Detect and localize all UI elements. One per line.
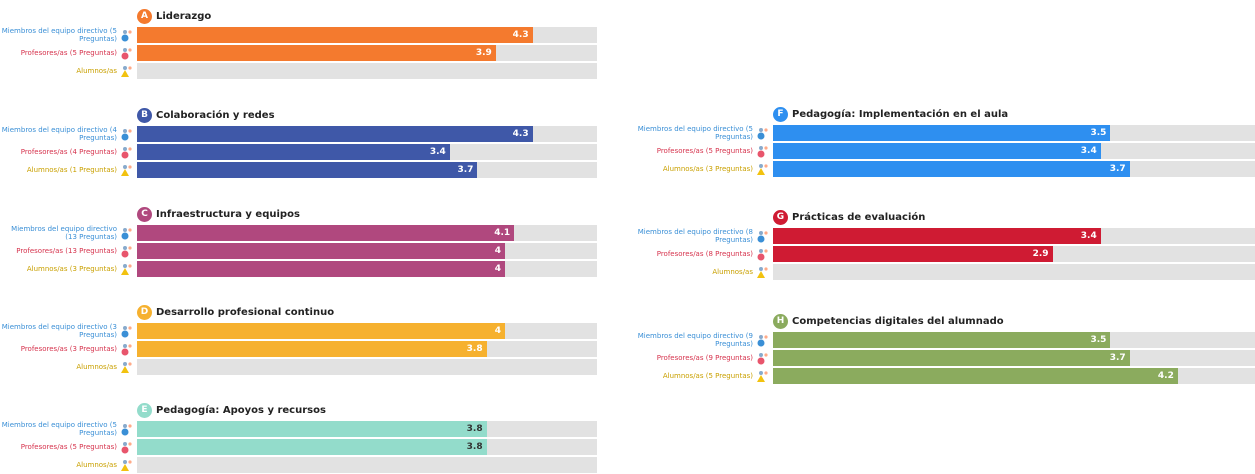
category-label: Alumnos/as: [76, 363, 117, 371]
category-label: Profesores/as (9 Preguntas): [656, 354, 753, 362]
category-label: Profesores/as (5 Preguntas): [656, 147, 753, 155]
person-icon: [757, 335, 768, 347]
person-icon: [121, 424, 132, 436]
person-icon: [757, 249, 768, 261]
panel-title: Pedagogía: Implementación en el aula: [792, 109, 1009, 120]
panel-letter: F: [773, 107, 788, 122]
panel-title: Colaboración y redes: [156, 110, 275, 121]
person-icon: [121, 326, 132, 338]
person-icon: [121, 30, 132, 42]
category-label: Miembros del equipo directivo (13 Pregun…: [11, 225, 117, 241]
person-icon: [121, 147, 132, 159]
bar: 3.8: [137, 421, 487, 437]
category-label: Alumnos/as (3 Preguntas): [662, 165, 753, 173]
category-label: Profesores/as (3 Preguntas): [20, 345, 117, 353]
person-icon: [121, 344, 132, 356]
panel-letter: H: [773, 314, 788, 329]
person-icon: [757, 267, 768, 278]
bar: 3.4: [773, 143, 1101, 159]
panel-title: Desarrollo profesional continuo: [156, 307, 335, 318]
bar: 4: [137, 261, 505, 277]
person-icon: [121, 228, 132, 240]
person-icon: [757, 231, 768, 243]
category-label: Miembros del equipo directivo (5 Pregunt…: [1, 421, 117, 437]
bar: 4.3: [137, 27, 533, 43]
panel-title: Prácticas de evaluación: [792, 212, 926, 223]
person-icon: [757, 353, 768, 365]
bar-track: [137, 457, 597, 473]
bar: 3.7: [773, 161, 1130, 177]
panel-letter: D: [137, 305, 152, 320]
person-icon: [121, 442, 132, 454]
person-icon: [121, 48, 132, 60]
category-label: Miembros del equipo directivo (8 Pregunt…: [637, 228, 753, 244]
panel-title: Liderazgo: [156, 11, 212, 22]
bar: 2.9: [773, 246, 1053, 262]
panel-letter: B: [137, 108, 152, 123]
person-icon: [121, 264, 132, 275]
bar: 4: [137, 323, 505, 339]
bar: 3.4: [137, 144, 450, 160]
bar: 4.2: [773, 368, 1178, 384]
bar: 4: [137, 243, 505, 259]
category-label: Miembros del equipo directivo (9 Pregunt…: [637, 332, 753, 348]
bar-track: [137, 63, 597, 79]
bar: 3.4: [773, 228, 1101, 244]
category-label: Miembros del equipo directivo (4 Pregunt…: [1, 126, 117, 142]
category-label: Alumnos/as (1 Preguntas): [26, 166, 117, 174]
person-icon: [121, 66, 132, 77]
panel-letter: G: [773, 210, 788, 225]
person-icon: [121, 129, 132, 141]
category-label: Profesores/as (13 Preguntas): [16, 247, 117, 255]
category-label: Profesores/as (5 Preguntas): [20, 443, 117, 451]
bar: 4.3: [137, 126, 533, 142]
bar: 3.7: [773, 350, 1130, 366]
bar: 3.8: [137, 341, 487, 357]
category-label: Alumnos/as (5 Preguntas): [662, 372, 753, 380]
category-label: Miembros del equipo directivo (5 Pregunt…: [637, 125, 753, 141]
panel-letter: C: [137, 207, 152, 222]
panel-title: Pedagogía: Apoyos y recursos: [156, 405, 326, 416]
panel-title: Infraestructura y equipos: [156, 209, 300, 220]
person-icon: [757, 128, 768, 140]
bar: 3.8: [137, 439, 487, 455]
bar: 4.1: [137, 225, 515, 241]
category-label: Miembros del equipo directivo (5 Pregunt…: [1, 27, 117, 43]
bar: 3.5: [773, 332, 1111, 348]
category-label: Profesores/as (4 Preguntas): [20, 148, 117, 156]
bar-track: [773, 264, 1255, 280]
bar: 3.7: [137, 162, 478, 178]
person-icon: [121, 246, 132, 258]
category-label: Alumnos/as (3 Preguntas): [26, 265, 117, 273]
person-icon: [757, 371, 768, 382]
panel-letter: A: [137, 9, 152, 24]
category-label: Alumnos/as: [76, 67, 117, 75]
person-icon: [121, 165, 132, 176]
bar: 3.5: [773, 125, 1111, 141]
category-label: Profesores/as (8 Preguntas): [656, 250, 753, 258]
panel-letter: E: [137, 403, 152, 418]
category-label: Profesores/as (5 Preguntas): [20, 49, 117, 57]
bar: 3.9: [137, 45, 496, 61]
panel-title: Competencias digitales del alumnado: [792, 316, 1004, 327]
person-icon: [121, 362, 132, 373]
category-label: Alumnos/as: [712, 268, 753, 276]
person-icon: [757, 146, 768, 158]
category-label: Miembros del equipo directivo (3 Pregunt…: [1, 323, 117, 339]
bar-track: [137, 359, 597, 375]
person-icon: [121, 460, 132, 471]
category-label: Alumnos/as: [76, 461, 117, 469]
person-icon: [757, 164, 768, 175]
